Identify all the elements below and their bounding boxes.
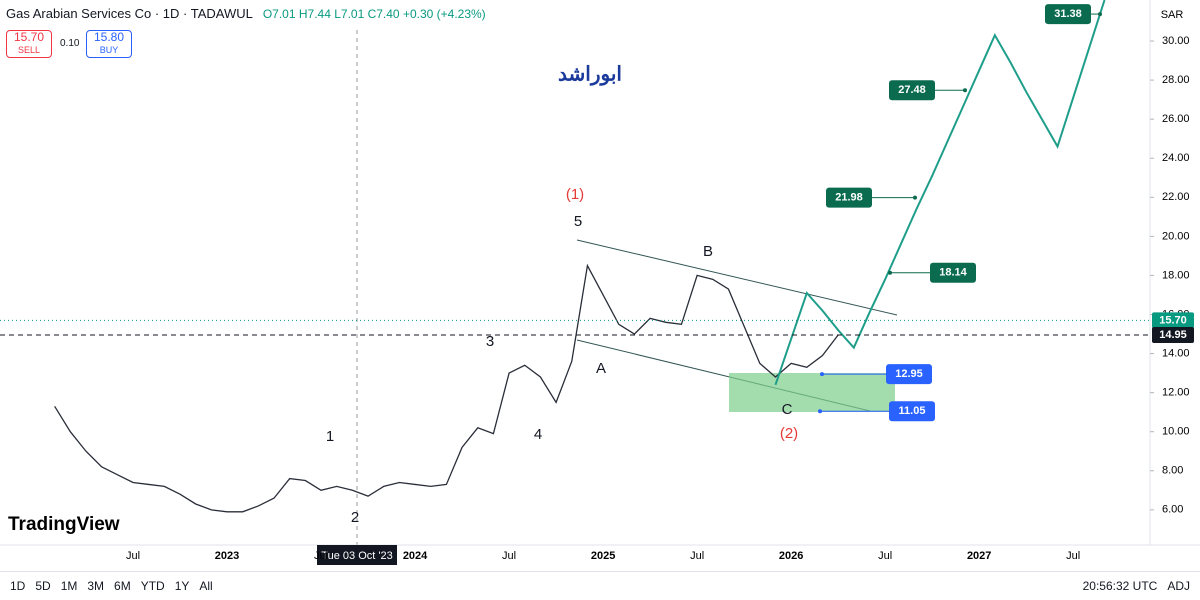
wave-label: C [782,401,793,418]
wave-label: 5 [574,213,582,230]
x-tick-label: Jul [502,550,516,562]
target-dot [963,88,967,93]
crosshair-date: Tue 03 Oct '23 [321,550,392,562]
clock: 20:56:32 UTC [1082,579,1158,593]
buy-price: 15.80 [93,30,125,44]
range-button[interactable]: 3M [87,579,105,593]
buy-button[interactable]: 15.80 BUY [86,30,132,58]
y-tick-label: 28.00 [1162,74,1190,86]
wave-label: 2 [351,509,359,526]
bottom-toolbar: 1D 5D 1M 3M 6M YTD 1Y All 20:56:32 UTC ADJ [0,571,1200,600]
x-tick-label: 2024 [403,550,428,562]
target-dot [913,195,917,200]
y-tick-label: 20.00 [1162,230,1190,242]
target-label: 27.48 [898,84,926,96]
x-tick-label: Jul [126,550,140,562]
wave-label: 4 [534,426,542,443]
y-tick-label: 24.00 [1162,152,1190,164]
author: ابوراشد [558,63,622,86]
x-tick-label: 2025 [591,550,615,562]
buy-label: BUY [99,45,119,55]
support-zone [729,373,895,412]
x-tick-label: 2026 [779,550,803,562]
x-tick-label: Jul [878,550,892,562]
symbol[interactable]: Gas Arabian Services Co · 1D · TADAWUL [6,6,253,21]
range-button[interactable]: YTD [140,579,165,593]
y-tick-label: 30.00 [1162,35,1190,47]
y-tick-label: 18.00 [1162,269,1190,281]
price-mark-box [1152,327,1194,344]
channel-top [576,239,898,316]
wave-label: 3 [486,333,494,350]
x-tick-label: Jul [690,550,704,562]
currency[interactable]: SAR [1161,9,1184,21]
range-button[interactable]: 1M [60,579,78,593]
x-tick-label: Jul [314,550,328,562]
price-mark-label: 15.70 [1159,314,1187,326]
target-box [889,401,935,422]
sell-price: 15.70 [13,30,45,44]
target-box [886,364,932,385]
range-button[interactable]: All [199,579,213,593]
price-mark-box [1152,312,1194,329]
adj[interactable]: ADJ [1167,579,1190,593]
range-button[interactable]: 1Y [174,579,190,593]
target-box [826,187,872,208]
target-box [1045,4,1091,25]
target-label: 18.14 [939,267,967,279]
sell-label: SELL [17,45,41,55]
wave-label: A [596,360,606,377]
target-box [930,262,976,283]
spread: 0.10 [60,38,80,49]
y-tick-label: 8.00 [1162,465,1183,477]
series-line [774,0,1106,386]
y-tick-label: 26.00 [1162,113,1190,125]
target-box [889,80,935,101]
range-button[interactable]: 1D [10,579,26,593]
range-button[interactable]: 6M [114,579,131,593]
logo: TradingView [8,514,120,535]
range-button[interactable]: 5D [35,579,51,593]
y-tick-label: 14.00 [1162,347,1190,359]
target-dot [820,372,824,377]
crosshair-date-box [317,545,397,565]
wave-label: (2) [780,425,798,442]
header: Gas Arabian Services Co · 1D · TADAWUL O… [6,6,486,21]
target-label: 12.95 [895,368,923,380]
ohlc: O7.01 H7.44 L7.01 C7.40 +0.30 (+4.23%) [262,6,486,21]
target-dot [818,409,822,414]
y-tick-label: 12.00 [1162,387,1190,399]
sell-button[interactable]: 15.70 SELL [6,30,52,58]
wave-label: B [703,243,713,260]
x-tick-label: 2027 [967,550,991,562]
y-tick-label: 6.00 [1162,504,1183,516]
y-tick-label: 22.00 [1162,191,1190,203]
x-tick-label: 2023 [215,550,239,562]
y-tick-label: 10.00 [1162,426,1190,438]
price-mark-label: 14.95 [1159,329,1187,341]
wave-label: (1) [566,186,584,203]
x-tick-label: Jul [1066,550,1080,562]
target-dot [1098,12,1102,17]
target-label: 21.98 [835,192,863,204]
chart: ابوراشد Tue 03 Oct '23 SAR TradingView 6… [0,0,1200,565]
series-line [54,263,839,513]
range-group: 1D 5D 1M 3M 6M YTD 1Y All [0,579,213,593]
target-label: 31.38 [1054,8,1082,20]
target-dot [888,270,892,275]
wave-label: 1 [326,428,334,445]
target-label: 11.05 [899,405,926,417]
